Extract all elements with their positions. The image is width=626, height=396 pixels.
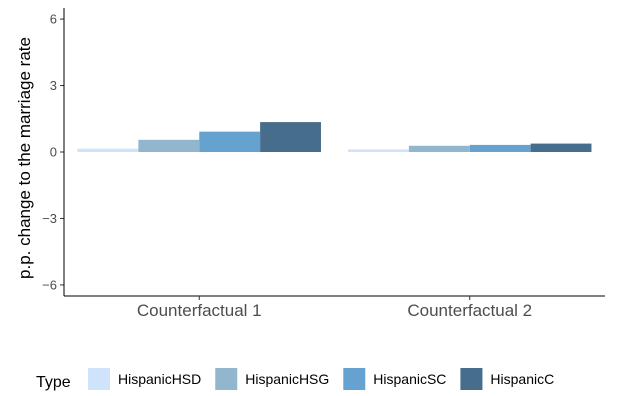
bar-hispanichsg <box>408 145 470 152</box>
legend-label: HispanicHSG <box>245 371 329 387</box>
legend: Type HispanicHSD HispanicHSG HispanicSC His… <box>36 368 554 391</box>
x-tick-label: Counterfactual 2 <box>407 301 532 320</box>
legend-key-hispanichsd <box>88 368 110 390</box>
bars <box>77 122 592 152</box>
bar-hispanicc <box>260 122 321 152</box>
legend-key-hispanicsc <box>343 368 366 390</box>
bar-hispanichsd <box>77 148 139 152</box>
legend-label: HispanicHSD <box>118 371 201 387</box>
y-tick-label: 3 <box>50 78 57 93</box>
y-tick-label: −6 <box>42 277 57 292</box>
y-tick-label: 6 <box>50 12 57 27</box>
bar-hispanichsd <box>348 149 409 152</box>
bar-hispanichsg <box>138 139 200 152</box>
y-axis-title: p.p. change to the marriage rate <box>15 37 34 279</box>
y-axis-ticks: −6 −3 0 3 6 <box>42 12 64 292</box>
x-tick-label: Counterfactual 1 <box>137 301 262 320</box>
legend-label: HispanicSC <box>373 371 446 387</box>
legend-label: HispanicC <box>490 371 554 387</box>
bar-hispanicc <box>530 143 592 152</box>
legend-key-hispanicc <box>460 368 483 390</box>
y-tick-label: 0 <box>50 145 57 160</box>
bar-hispanicsc <box>469 144 531 152</box>
legend-title: Type <box>36 374 71 391</box>
x-axis-ticks: Counterfactual 1 Counterfactual 2 <box>137 296 532 320</box>
bar-hispanicsc <box>199 131 261 152</box>
legend-key-hispanichsg <box>215 368 238 390</box>
y-tick-label: −3 <box>42 211 57 226</box>
